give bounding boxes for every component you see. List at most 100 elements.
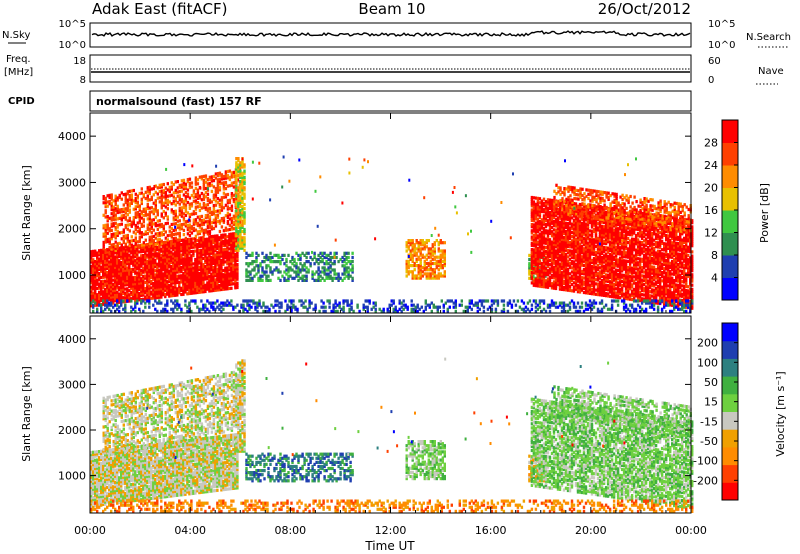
heatmap-cell [287, 278, 290, 282]
heatmap-cell [584, 262, 588, 266]
heatmap-cell [162, 293, 165, 297]
heatmap-cell [186, 273, 189, 277]
heatmap-cell [112, 218, 115, 222]
heatmap-cell [234, 259, 237, 263]
heatmap-cell [90, 260, 93, 264]
heatmap-cell [580, 269, 584, 273]
heatmap-cell [166, 276, 169, 280]
heatmap-cell [536, 246, 540, 250]
heatmap-cell [182, 276, 185, 280]
heatmap-cell [232, 253, 235, 257]
heatmap-cell [576, 221, 580, 225]
heatmap-cell [576, 235, 580, 240]
heatmap-cell [110, 251, 113, 255]
heatmap-cell [92, 260, 95, 264]
heatmap-cell [164, 245, 167, 249]
heatmap-cell [144, 190, 147, 194]
heatmap-cell [536, 223, 540, 228]
heatmap-cell [222, 275, 225, 279]
heatmap-cell [576, 283, 580, 287]
heatmap-cell [263, 272, 266, 276]
heatmap-cell [558, 233, 562, 237]
heatmap-cell [154, 283, 157, 287]
heatmap-cell [176, 215, 179, 219]
heatmap-cell [343, 266, 346, 270]
heatmap-cell [532, 248, 536, 252]
heatmap-cell [110, 208, 113, 212]
heatmap-cell [604, 252, 608, 256]
heatmap-cell [138, 250, 141, 254]
heatmap-cell [586, 283, 590, 287]
heatmap-cell [124, 264, 127, 268]
heatmap-cell [236, 235, 239, 240]
heatmap-cell [132, 296, 135, 301]
heatmap-cell [128, 196, 131, 200]
heatmap-cell [552, 242, 556, 246]
heatmap-cell [154, 260, 157, 264]
heatmap-cell [168, 288, 171, 292]
heatmap-cell [582, 290, 586, 295]
heatmap-cell [241, 244, 244, 248]
heatmap-cell [128, 272, 131, 276]
heatmap-cell [550, 265, 554, 269]
heatmap-cell [580, 230, 584, 234]
heatmap-cell [311, 272, 314, 276]
heatmap-cell [126, 190, 129, 194]
heatmap-cell [214, 220, 218, 224]
heatmap-cell [417, 247, 420, 251]
heatmap-cell [164, 292, 167, 297]
heatmap-cell [148, 261, 151, 265]
heatmap-cell [200, 263, 203, 267]
heatmap-cell [230, 238, 233, 242]
heatmap-cell [182, 265, 185, 269]
heatmap-cell [237, 173, 240, 177]
heatmap-cell [192, 210, 196, 214]
heatmap-cell [238, 190, 242, 194]
heatmap-cell [216, 284, 219, 288]
heatmap-cell [602, 241, 606, 245]
heatmap-cell [574, 202, 578, 206]
heatmap-cell [208, 200, 212, 204]
heatmap-cell [550, 203, 554, 207]
heatmap-cell [148, 244, 151, 248]
heatmap-cell [576, 288, 580, 292]
heatmap-cell [411, 270, 414, 274]
heatmap-cell [568, 284, 572, 288]
heatmap-cell [232, 238, 235, 242]
heatmap-cell [534, 229, 538, 233]
heatmap-cell [596, 249, 600, 253]
heatmap-cell [532, 235, 536, 239]
heatmap-cell [160, 183, 163, 187]
heatmap-cell [536, 242, 540, 246]
heatmap-cell [212, 257, 215, 261]
heatmap-cell [174, 262, 177, 266]
heatmap-cell [128, 216, 131, 220]
heatmap-cell [554, 239, 558, 243]
heatmap-cell [212, 251, 215, 255]
heatmap-cell [110, 233, 113, 237]
heatmap-cell [534, 217, 538, 221]
heatmap-cell [439, 241, 442, 245]
heatmap-cell [234, 257, 237, 261]
heatmap-cell [411, 249, 414, 253]
heatmap-cell [586, 220, 590, 224]
heatmap-cell [602, 260, 606, 264]
heatmap-cell [530, 250, 534, 254]
heatmap-cell [564, 236, 568, 240]
heatmap-cell [154, 232, 157, 236]
heatmap-cell [200, 250, 203, 255]
heatmap-cell [568, 253, 572, 257]
heatmap-cell [194, 257, 197, 262]
heatmap-cell [170, 285, 173, 290]
heatmap-cell [134, 265, 137, 269]
heatmap-cell [293, 260, 296, 264]
heatmap-cell [574, 262, 578, 266]
heatmap-cell [176, 274, 179, 278]
heatmap-cell [538, 272, 542, 276]
heatmap-cell [142, 293, 145, 297]
heatmap-cell [602, 231, 606, 235]
heatmap-cell [204, 180, 208, 184]
heatmap-cell [230, 280, 233, 284]
heatmap-cell [576, 290, 580, 294]
heatmap-cell [261, 274, 264, 278]
